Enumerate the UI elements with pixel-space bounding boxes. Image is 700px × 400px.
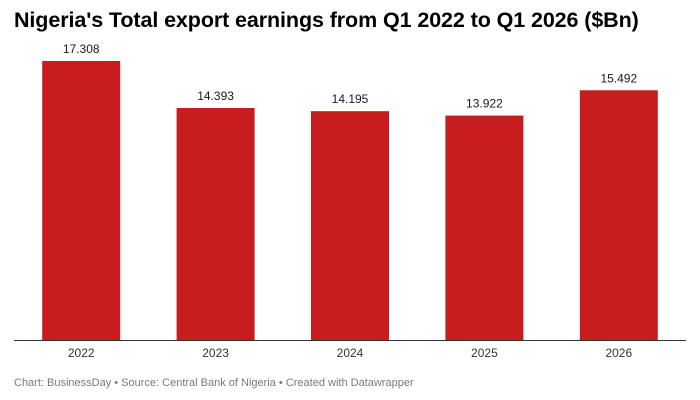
bar-2022	[42, 61, 121, 340]
value-label-2023: 14.393	[197, 89, 234, 103]
bar-2025	[445, 115, 524, 340]
chart-title: Nigeria's Total export earnings from Q1 …	[14, 8, 639, 32]
chart-footer: Chart: BusinessDay • Source: Central Ban…	[14, 377, 414, 389]
x-tick-label-2024: 2024	[337, 346, 364, 360]
value-label-2024: 14.195	[332, 92, 369, 106]
x-tick-label-2025: 2025	[471, 346, 498, 360]
value-label-2026: 15.492	[600, 71, 637, 85]
bars-layer	[42, 61, 658, 340]
x-tick-label-2026: 2026	[605, 346, 632, 360]
bar-2023	[176, 107, 255, 340]
x-tick-label-2023: 2023	[202, 346, 229, 360]
value-label-2022: 17.308	[63, 42, 100, 56]
bar-2024	[311, 111, 389, 340]
bar-2026	[579, 90, 658, 340]
x-tick-label-2022: 2022	[68, 346, 95, 360]
x-tick-labels-layer: 2022 2023 2024 2025 2026	[68, 346, 633, 360]
value-labels-layer: 17.308 14.393 14.195 13.922 15.492	[63, 42, 638, 111]
value-label-2025: 13.922	[466, 97, 503, 111]
